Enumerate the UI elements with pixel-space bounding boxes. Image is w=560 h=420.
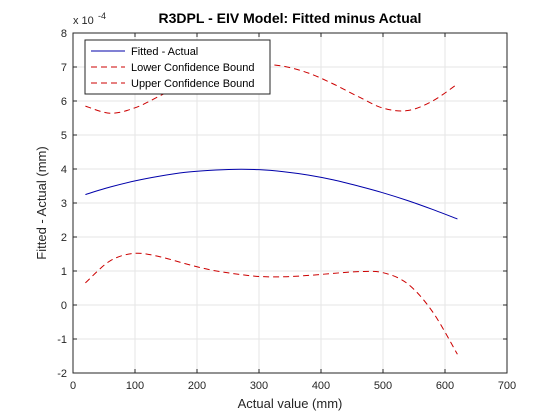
y-tick-label: 5 xyxy=(61,130,67,142)
legend-entry-label: Fitted - Actual xyxy=(131,46,198,58)
x-tick-label: 600 xyxy=(436,380,454,392)
series-layer xyxy=(85,63,458,355)
legend: Fitted - Actual Lower Confidence Bound Upp… xyxy=(84,39,271,95)
y-tick-label: 2 xyxy=(61,232,67,244)
legend-entry-label: Lower Confidence Bound xyxy=(131,62,255,74)
x-tick-label: 700 xyxy=(498,380,516,392)
legend-entry-label: Upper Confidence Bound xyxy=(131,78,255,90)
y-tick-label: 1 xyxy=(61,266,67,278)
y-tick-label: 8 xyxy=(61,28,67,40)
y-axis-exponent: x 10 -4 xyxy=(73,11,106,27)
x-tick-label: 500 xyxy=(374,380,392,392)
x-tick-label: 200 xyxy=(188,380,206,392)
y-tick-label: 4 xyxy=(61,164,67,176)
y-tick-label: 6 xyxy=(61,96,67,108)
y-tick-label: -2 xyxy=(57,368,67,380)
y-axis-label: Fitted - Actual (mm) xyxy=(34,146,49,259)
y-exponent-base: x 10 xyxy=(73,15,94,27)
series-fitted-minus-actual xyxy=(85,168,458,220)
x-axis-label: Actual value (mm) xyxy=(238,396,343,411)
series-lower-confidence-bound xyxy=(85,252,458,355)
x-tick-label: 100 xyxy=(126,380,144,392)
y-tick-label: -1 xyxy=(57,334,67,346)
x-tick-label: 400 xyxy=(312,380,330,392)
y-tick-label: 7 xyxy=(61,62,67,74)
chart-title: R3DPL - EIV Model: Fitted minus Actual xyxy=(159,10,422,26)
series-upper-confidence-bound xyxy=(85,63,458,114)
y-exponent-power: -4 xyxy=(98,11,106,21)
x-tick-label: 300 xyxy=(250,380,268,392)
axis-ticks: 0 100 200 300 400 500 600 700 -2 -1 0 1 2 3 4 5 6 7 8 xyxy=(57,28,516,392)
y-tick-label: 3 xyxy=(61,198,67,210)
x-tick-label: 0 xyxy=(70,380,76,392)
y-tick-label: 0 xyxy=(61,300,67,312)
